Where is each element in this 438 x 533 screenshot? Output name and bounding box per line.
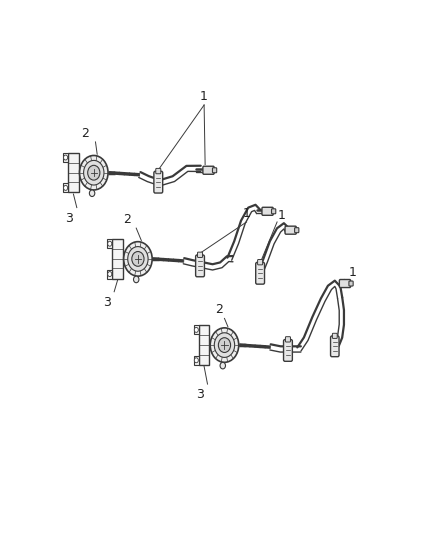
FancyBboxPatch shape [194, 356, 199, 365]
Circle shape [194, 358, 198, 363]
FancyBboxPatch shape [349, 281, 353, 286]
FancyBboxPatch shape [68, 153, 78, 192]
Circle shape [64, 185, 67, 190]
FancyBboxPatch shape [283, 340, 293, 361]
FancyBboxPatch shape [113, 239, 123, 279]
Text: 2: 2 [215, 303, 223, 317]
Circle shape [84, 160, 104, 185]
Circle shape [80, 156, 108, 190]
Text: 2: 2 [81, 127, 88, 140]
Circle shape [128, 247, 148, 271]
Circle shape [194, 327, 198, 333]
Circle shape [220, 362, 226, 369]
FancyBboxPatch shape [107, 270, 113, 279]
FancyBboxPatch shape [272, 209, 276, 214]
Circle shape [89, 190, 95, 197]
Text: 3: 3 [66, 212, 74, 225]
Circle shape [88, 165, 100, 180]
FancyBboxPatch shape [286, 337, 290, 342]
Text: 3: 3 [103, 296, 111, 309]
FancyBboxPatch shape [198, 252, 202, 257]
FancyBboxPatch shape [212, 168, 217, 173]
FancyBboxPatch shape [194, 325, 199, 334]
FancyBboxPatch shape [331, 336, 339, 357]
FancyBboxPatch shape [258, 260, 263, 265]
FancyBboxPatch shape [295, 228, 299, 233]
Circle shape [124, 241, 152, 276]
Text: 1: 1 [348, 266, 356, 279]
Circle shape [214, 333, 235, 358]
Circle shape [108, 241, 112, 246]
Circle shape [210, 328, 239, 362]
FancyBboxPatch shape [199, 325, 209, 365]
FancyBboxPatch shape [63, 153, 68, 162]
Text: 1: 1 [243, 207, 251, 220]
FancyBboxPatch shape [154, 171, 162, 193]
FancyBboxPatch shape [256, 262, 265, 284]
Circle shape [132, 252, 144, 266]
FancyBboxPatch shape [203, 166, 214, 174]
Text: 1: 1 [200, 90, 208, 103]
FancyBboxPatch shape [196, 255, 205, 277]
FancyBboxPatch shape [156, 168, 161, 174]
FancyBboxPatch shape [332, 333, 337, 338]
FancyBboxPatch shape [285, 226, 296, 234]
Text: 3: 3 [196, 388, 204, 401]
FancyBboxPatch shape [107, 239, 113, 248]
FancyBboxPatch shape [262, 207, 273, 215]
FancyBboxPatch shape [339, 279, 350, 287]
Circle shape [64, 155, 67, 160]
Circle shape [134, 276, 139, 282]
Text: 1: 1 [278, 208, 286, 222]
Circle shape [219, 338, 230, 352]
Circle shape [108, 272, 112, 277]
FancyBboxPatch shape [63, 183, 68, 192]
Text: 2: 2 [123, 213, 131, 226]
